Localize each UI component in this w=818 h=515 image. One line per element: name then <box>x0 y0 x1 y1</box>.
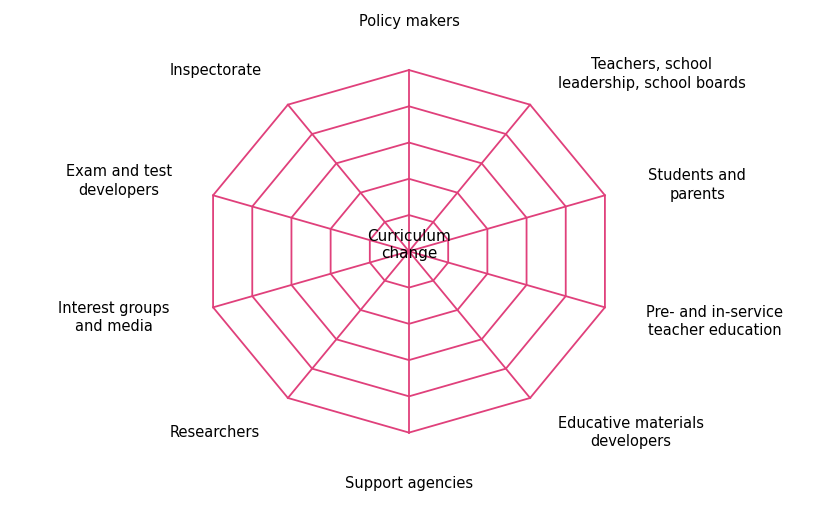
Text: Researchers: Researchers <box>169 425 260 440</box>
Text: Educative materials
developers: Educative materials developers <box>558 416 704 450</box>
Text: Interest groups
and media: Interest groups and media <box>58 301 169 334</box>
Text: Curriculum
change: Curriculum change <box>367 229 451 261</box>
Text: Inspectorate: Inspectorate <box>170 62 262 78</box>
Text: Support agencies: Support agencies <box>345 475 473 490</box>
Text: Teachers, school
leadership, school boards: Teachers, school leadership, school boar… <box>558 57 746 91</box>
Text: Pre- and in-service
teacher education: Pre- and in-service teacher education <box>646 305 784 338</box>
Text: Policy makers: Policy makers <box>358 14 460 29</box>
Text: Students and
parents: Students and parents <box>649 168 746 202</box>
Text: Exam and test
developers: Exam and test developers <box>65 164 172 198</box>
